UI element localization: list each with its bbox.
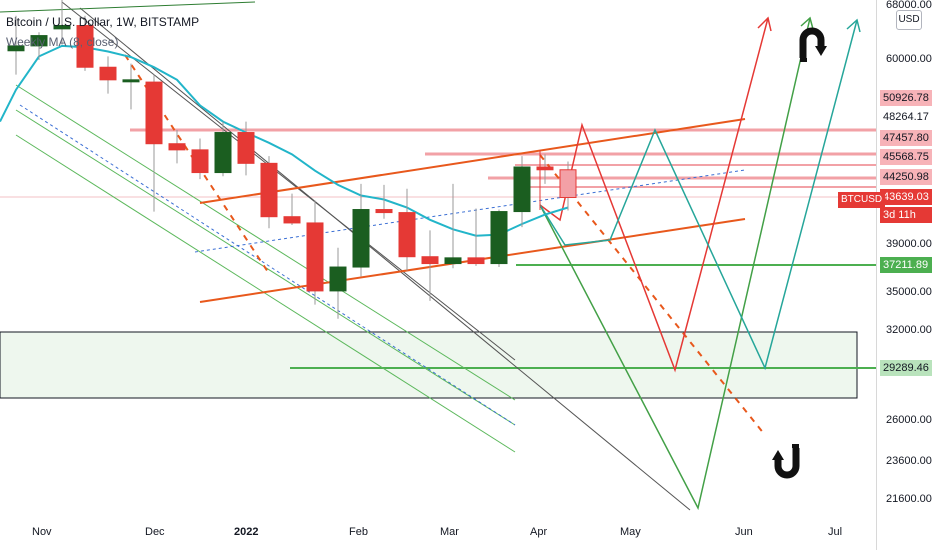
- bullish-candle: [444, 257, 462, 265]
- bullish-candle: [513, 166, 531, 213]
- bearish-candle: [467, 257, 485, 265]
- bullish-candle: [30, 35, 48, 47]
- downtrend-line: [79, 7, 691, 511]
- bullish-candle: [53, 25, 71, 30]
- dashed-projection-line: [124, 54, 271, 276]
- down-arrow-icon: [772, 444, 800, 479]
- time-axis-label: Nov: [32, 526, 52, 538]
- bullish-candle: [490, 211, 508, 265]
- bullish-candle: [122, 79, 140, 83]
- time-axis-label: Dec: [145, 526, 165, 538]
- price-tag: 48264.17: [880, 109, 932, 125]
- price-axis[interactable]: [876, 0, 932, 550]
- bearish-candle: [536, 166, 554, 171]
- bearish-candle: [76, 25, 94, 68]
- bullish-candle: [352, 209, 370, 268]
- price-tick-label: 60000.00: [886, 53, 932, 65]
- dashed-median-line: [19, 104, 516, 426]
- descending-channel-line: [15, 84, 516, 401]
- downtrend-line: [61, 1, 516, 361]
- red-scenario-path: [539, 17, 769, 373]
- bullish-candle: [214, 132, 232, 174]
- bearish-candle: [375, 209, 393, 214]
- price-chart[interactable]: [0, 0, 876, 550]
- bearish-candle: [99, 66, 117, 81]
- time-axis-label: Jun: [735, 526, 753, 538]
- moving-average-line: [0, 44, 569, 237]
- descending-channel-line: [15, 134, 516, 453]
- time-axis-label: Mar: [440, 526, 459, 538]
- arrow-head: [757, 16, 772, 32]
- price-tick-label: 23600.00: [886, 455, 932, 467]
- bar-countdown: 3d 11h: [880, 207, 932, 223]
- bearish-candle: [398, 212, 416, 258]
- time-axis-label: May: [620, 526, 641, 538]
- channel-upper-line: [199, 118, 746, 204]
- up-arrow-icon: [799, 27, 827, 62]
- top-trend-line: [0, 1, 256, 13]
- price-tick-label: 26000.00: [886, 414, 932, 426]
- bearish-candle: [260, 162, 278, 218]
- bearish-candle: [421, 256, 439, 265]
- bullish-candle: [329, 266, 347, 292]
- price-tag: 45568.75: [880, 149, 932, 165]
- price-tick-label: 35000.00: [886, 286, 932, 298]
- price-tick-label: 21600.00: [886, 493, 932, 505]
- chart-legend: Bitcoin / U.S. Dollar, 1W, BITSTAMP Week…: [6, 12, 199, 52]
- bearish-candle: [283, 216, 301, 224]
- teal-scenario-path: [539, 19, 858, 371]
- price-tag: 29289.46: [880, 360, 932, 376]
- arrow-head: [800, 16, 814, 30]
- arrow-head: [846, 18, 861, 33]
- price-tag: 47457.80: [880, 130, 932, 146]
- price-tag: 50926.78: [880, 90, 932, 106]
- currency-badge[interactable]: USD: [896, 10, 922, 30]
- time-axis-label: Apr: [530, 526, 548, 538]
- price-tick-label: 32000.00: [886, 324, 932, 336]
- bearish-candle: [168, 143, 186, 151]
- time-axis-label: 2022: [234, 526, 259, 538]
- green-scenario-path: [539, 17, 811, 511]
- price-tag: 43639.03: [880, 189, 932, 205]
- price-tick-label: 39000.00: [886, 238, 932, 250]
- time-axis-label: Jul: [828, 526, 843, 538]
- support-zone-box: [0, 331, 858, 399]
- price-tag: 37211.89: [880, 257, 932, 273]
- bearish-candle: [237, 132, 255, 164]
- symbol-title[interactable]: Bitcoin / U.S. Dollar, 1W, BITSTAMP: [6, 15, 200, 29]
- bearish-candle: [306, 222, 324, 292]
- price-tick-label: 68000.00: [886, 0, 932, 11]
- ma-indicator-label[interactable]: Weekly MA (8, close): [6, 35, 119, 49]
- bearish-candle: [191, 149, 209, 174]
- price-tag: 44250.98: [880, 169, 932, 185]
- time-axis-label: Feb: [349, 526, 368, 538]
- bearish-candle: [559, 169, 577, 199]
- bearish-candle: [145, 81, 163, 145]
- dashed-mid-channel-line: [194, 169, 746, 253]
- bullish-candle: [7, 45, 25, 52]
- current-symbol-tag: BTCUSD: [838, 192, 886, 208]
